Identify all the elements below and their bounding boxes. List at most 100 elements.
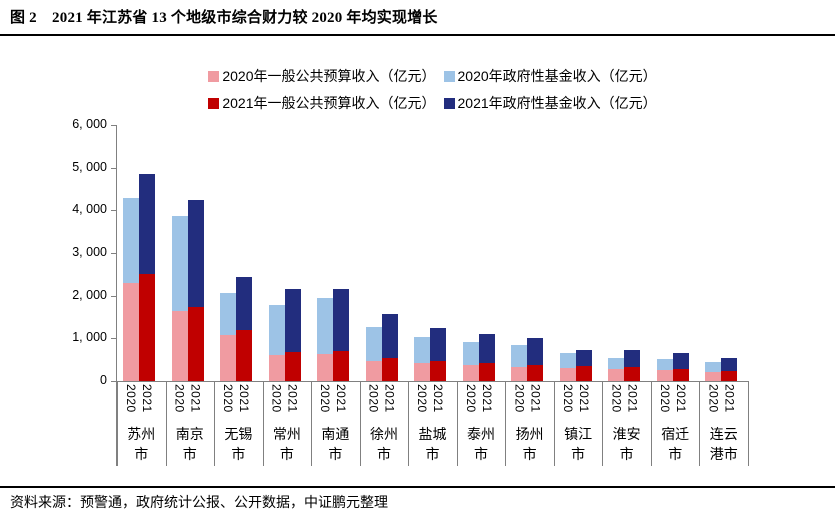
y-axis-tick bbox=[111, 295, 116, 297]
bar-segment bbox=[284, 289, 301, 352]
pink-swatch-icon bbox=[208, 70, 220, 82]
bar-segment bbox=[171, 216, 188, 312]
bar-segment bbox=[608, 368, 625, 381]
bar-segment bbox=[559, 352, 576, 368]
x-axis-year-label: 2021 bbox=[140, 384, 154, 413]
footer-divider-line bbox=[0, 486, 835, 488]
category-separator-line bbox=[602, 381, 604, 466]
bar-segment bbox=[268, 354, 285, 381]
bar-segment bbox=[559, 367, 576, 381]
category-separator-line bbox=[165, 381, 167, 466]
category-separator-line bbox=[408, 381, 410, 466]
x-axis-year-label: 2021 bbox=[431, 384, 446, 413]
bar-segment bbox=[705, 362, 722, 372]
x-axis-city-label: 南通市 bbox=[321, 426, 350, 462]
x-axis-year-label: 2020 bbox=[415, 384, 430, 413]
bar-segment bbox=[478, 363, 495, 381]
y-axis-tick bbox=[111, 167, 116, 169]
category-separator-line bbox=[650, 381, 652, 466]
x-axis-city-label: 扬州市 bbox=[515, 426, 544, 462]
category-separator-line bbox=[553, 381, 555, 466]
bar-segment bbox=[672, 353, 689, 369]
bar-segment bbox=[511, 366, 528, 381]
x-axis-city-label: 无锡市 bbox=[224, 426, 253, 462]
category-separator-line bbox=[311, 381, 313, 466]
category-separator-line bbox=[456, 381, 458, 466]
legend-item-2020-fund: 2020年政府性基金收入（亿元） bbox=[443, 66, 657, 86]
category-separator-line bbox=[748, 381, 749, 466]
legend-label: 2021年政府性基金收入（亿元） bbox=[457, 95, 657, 111]
bar-segment bbox=[123, 198, 139, 283]
x-axis-year-label: 2020 bbox=[172, 384, 187, 413]
bar-segment bbox=[317, 297, 334, 354]
legend-item-2021-budget: 2021年一般公共预算收入（亿元） bbox=[208, 93, 436, 113]
x-axis-city-label: 淮安市 bbox=[612, 426, 641, 462]
x-axis-city-label: 南京市 bbox=[175, 426, 204, 462]
bar-segment bbox=[721, 370, 738, 381]
legend-item-2020-budget: 2020年一般公共预算收入（亿元） bbox=[208, 66, 436, 86]
bar-segment bbox=[381, 314, 398, 358]
x-axis-year-label: 2020 bbox=[269, 384, 284, 413]
bar-segment bbox=[721, 358, 738, 371]
x-axis-year-label: 2020 bbox=[124, 384, 138, 413]
x-axis-year-label: 2021 bbox=[285, 384, 300, 413]
bar-segment bbox=[187, 200, 204, 308]
bar-segment bbox=[171, 311, 188, 381]
x-axis-year-label: 2021 bbox=[334, 384, 349, 413]
legend-label: 2020年一般公共预算收入（亿元） bbox=[222, 68, 436, 84]
x-axis-city-label: 常州市 bbox=[272, 426, 301, 462]
y-axis-tick bbox=[111, 210, 116, 212]
y-axis-tick bbox=[111, 125, 116, 126]
bar-segment bbox=[624, 367, 641, 381]
legend-row-2021: 2021年一般公共预算收入（亿元） 2021年政府性基金收入（亿元） bbox=[208, 93, 657, 113]
bar-segment bbox=[511, 344, 528, 367]
bar-segment bbox=[220, 292, 237, 336]
category-separator-line bbox=[214, 381, 216, 466]
y-axis-tick-label: 3, 000 bbox=[72, 245, 107, 259]
y-axis-tick-label: 4, 000 bbox=[72, 202, 107, 217]
y-axis-tick-label: 1, 000 bbox=[72, 330, 107, 345]
y-axis-tick-label: 6, 000 bbox=[72, 117, 107, 131]
navy-swatch-icon bbox=[443, 97, 455, 109]
bar-segment bbox=[187, 307, 204, 381]
x-axis-year-label: 2021 bbox=[673, 384, 688, 413]
legend-label: 2021年一般公共预算收入（亿元） bbox=[222, 95, 436, 111]
x-axis-year-label: 2021 bbox=[237, 384, 252, 413]
stacked-bar-chart: 0 1, 000 2, 000 3, 000 4, 000 5, 000 6, 000 202… bbox=[72, 117, 749, 466]
x-axis-city-label: 徐州市 bbox=[369, 426, 398, 462]
bar-segment bbox=[365, 327, 382, 361]
x-axis-year-label: 2021 bbox=[479, 384, 494, 413]
bar-segment bbox=[462, 342, 479, 365]
bar-segment bbox=[268, 305, 285, 355]
bar-segment bbox=[236, 329, 253, 381]
figure-title: 图 2 2021 年江苏省 13 个地级市综合财力较 2020 年均实现增长 bbox=[10, 10, 438, 26]
bar-segment bbox=[672, 368, 689, 381]
bar-segment bbox=[705, 371, 722, 381]
x-axis-year-label: 2020 bbox=[318, 384, 333, 413]
x-axis-line bbox=[117, 381, 749, 382]
bar-segment bbox=[139, 273, 155, 381]
bar-segment bbox=[317, 353, 334, 381]
x-axis-year-label: 2021 bbox=[382, 384, 397, 413]
x-axis-year-label: 2020 bbox=[560, 384, 575, 413]
x-axis-year-label: 2021 bbox=[188, 384, 203, 413]
y-axis-tick bbox=[111, 253, 116, 254]
chart-legend: 2020年一般公共预算收入（亿元） 2020年政府性基金收入（亿元） 2021年… bbox=[117, 66, 748, 113]
category-separator-line bbox=[505, 381, 507, 466]
bar-segment bbox=[284, 351, 301, 381]
bar-segment bbox=[139, 174, 155, 274]
y-axis-line bbox=[116, 125, 117, 466]
legend-row-2020: 2020年一般公共预算收入（亿元） 2020年政府性基金收入（亿元） bbox=[208, 66, 657, 86]
x-axis-year-label: 2020 bbox=[463, 384, 478, 413]
x-axis-year-label: 2021 bbox=[722, 384, 737, 413]
x-axis-year-label: 2020 bbox=[609, 384, 624, 413]
bar-segment bbox=[414, 337, 431, 364]
category-separator-line bbox=[699, 381, 701, 466]
bar-segment bbox=[414, 363, 431, 381]
title-divider-line bbox=[0, 34, 835, 36]
bar-segment bbox=[430, 327, 447, 362]
bar-segment bbox=[365, 360, 382, 381]
bar-segment bbox=[478, 333, 495, 364]
y-axis-tick bbox=[111, 381, 116, 382]
